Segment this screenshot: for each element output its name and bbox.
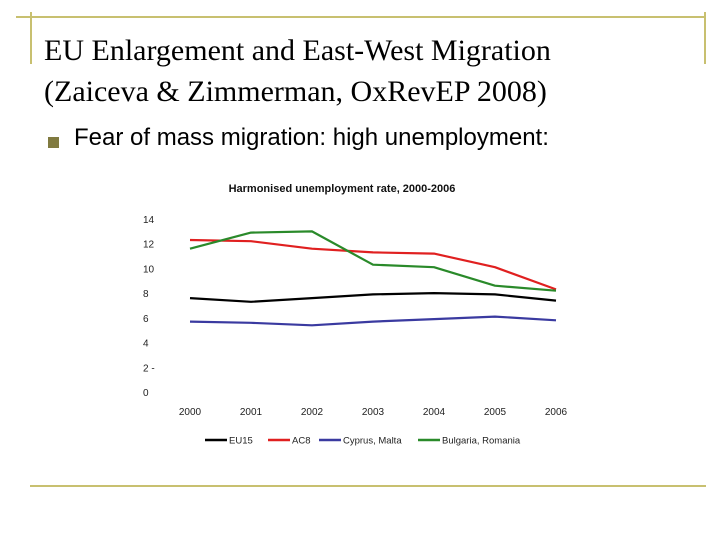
x-tick-label: 2002: [301, 407, 324, 418]
x-tick-label: 2006: [545, 407, 568, 418]
slide-title-line-1: EU Enlargement and East-West Migration: [44, 34, 551, 67]
series-line-cyprus-malta: [189, 315, 557, 327]
chart-title: Harmonised unemployment rate, 2000-2006: [229, 183, 456, 195]
y-tick-label: 10: [143, 264, 155, 275]
bullet-square-icon: [48, 137, 59, 148]
series-line-eu15: [189, 292, 557, 303]
x-tick-label: 2000: [179, 407, 202, 418]
legend-label: Cyprus, Malta: [343, 436, 402, 447]
frame-right-line: [704, 12, 706, 64]
y-tick-label: 12: [143, 240, 155, 251]
y-tick-label: 14: [143, 215, 155, 226]
x-tick-label: 2001: [240, 407, 263, 418]
frame-left-line: [30, 12, 32, 64]
legend-label: EU15: [229, 436, 253, 447]
x-axis-ticks: 2000 2001 2002 2003 2004 2005 2006: [179, 407, 568, 418]
series-line-ac8: [189, 238, 557, 291]
y-axis-ticks: 0 2 - 4 6 8 10 12 14: [143, 215, 155, 399]
series-line-bulgaria-romania: [189, 230, 557, 292]
frame-bottom-line: [30, 485, 706, 487]
y-tick-label: 8: [143, 289, 149, 300]
x-tick-label: 2004: [423, 407, 446, 418]
x-tick-label: 2003: [362, 407, 385, 418]
y-tick-label: 4: [143, 339, 149, 350]
slide-title-line-2: (Zaiceva & Zimmerman, OxRevEP 2008): [44, 75, 547, 108]
legend-label: AC8: [292, 436, 310, 447]
chart-legend: EU15 AC8 Cyprus, Malta Bulgaria, Romania: [205, 436, 521, 447]
frame-top-line: [16, 16, 706, 18]
bullet-text: Fear of mass migration: high unemploymen…: [74, 124, 549, 151]
y-tick-label: 0: [143, 388, 149, 399]
x-tick-label: 2005: [484, 407, 507, 418]
series-lines: [189, 230, 557, 327]
legend-label: Bulgaria, Romania: [442, 436, 521, 447]
slide-title: EU Enlargement and East-West Migration (…: [44, 30, 684, 112]
y-tick-label: 2 -: [143, 363, 155, 374]
y-tick-label: 6: [143, 314, 149, 325]
